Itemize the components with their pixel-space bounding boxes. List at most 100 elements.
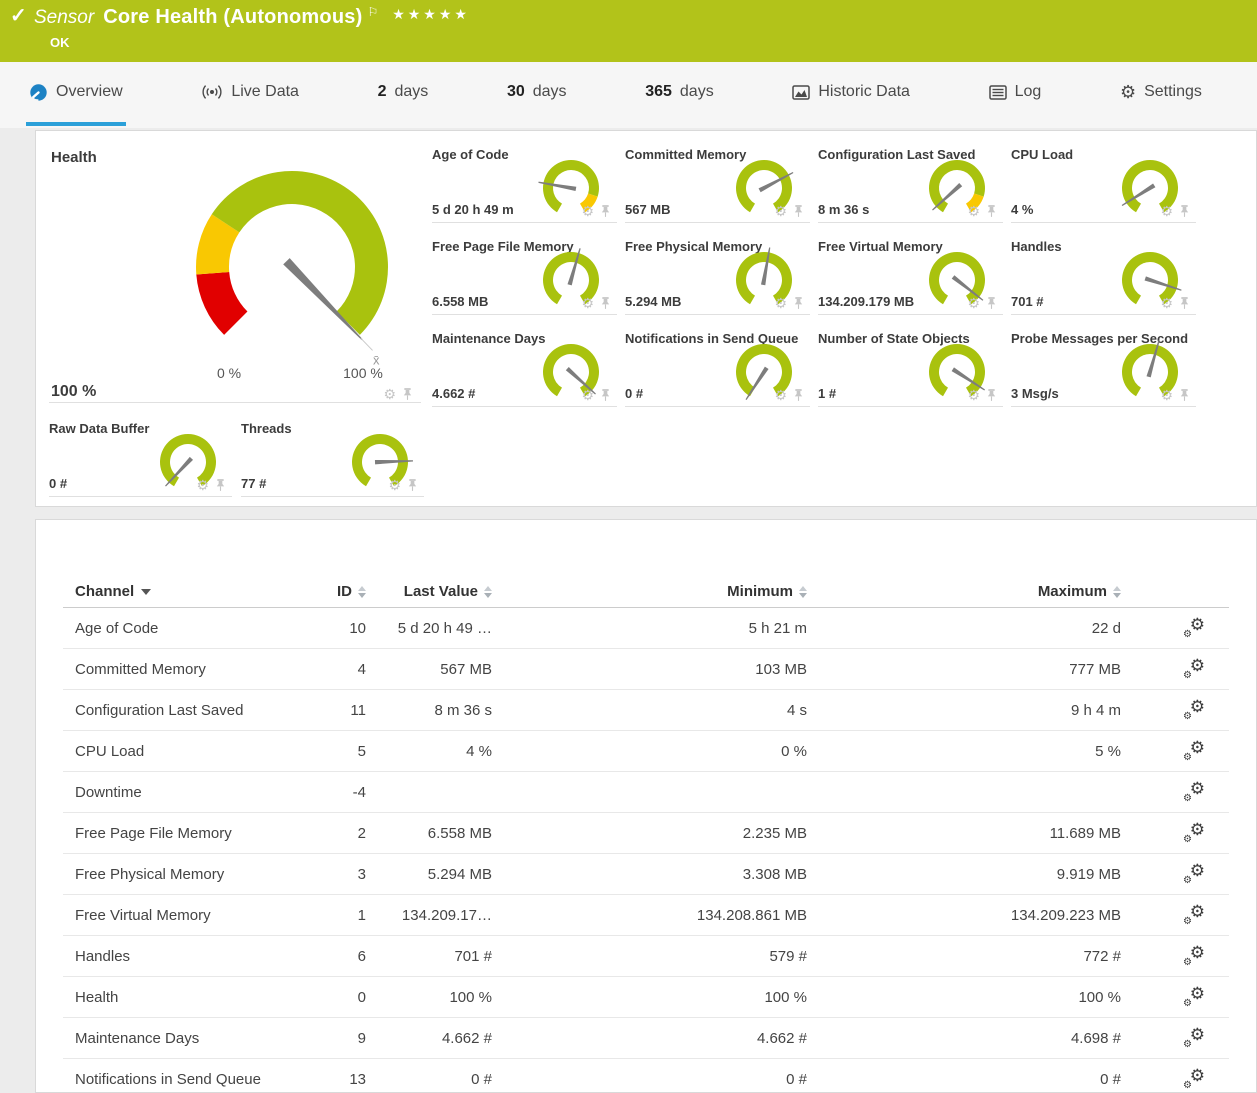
tab-30-days[interactable]: 30 days: [504, 62, 570, 126]
pin-icon[interactable]: [407, 478, 418, 492]
channel-settings-icon[interactable]: ⚙ ⚙: [1183, 942, 1205, 968]
gauge-tile[interactable]: CPU Load 4 % ⚙: [1011, 141, 1196, 223]
gauge-tile[interactable]: Threads 77 # ⚙: [241, 415, 424, 497]
gear-icon[interactable]: ⚙: [1160, 203, 1173, 219]
priority-stars[interactable]: ★★★★★: [392, 6, 470, 22]
channel-name: Notifications in Send Queue: [75, 1070, 261, 1088]
channel-settings-icon[interactable]: ⚙ ⚙: [1183, 901, 1205, 927]
tab-bar: Overview Live Data 2 days 30 days 365 da…: [0, 62, 1257, 128]
gear-icon[interactable]: ⚙: [967, 203, 980, 219]
gauge-tile[interactable]: Raw Data Buffer 0 # ⚙: [49, 415, 232, 497]
column-header-channel[interactable]: Channel: [63, 583, 296, 600]
health-gauge-tile[interactable]: Health x̄ 0 % 100 % 100 % ⚙: [49, 141, 421, 403]
gauge-chart: [352, 434, 413, 487]
channel-minimum: 0 #: [786, 1070, 807, 1088]
gauge-tile[interactable]: Free Page File Memory 6.558 MB ⚙: [432, 233, 617, 315]
gear-icon[interactable]: ⚙: [967, 295, 980, 311]
pin-icon[interactable]: [986, 296, 997, 310]
table-row[interactable]: Configuration Last Saved 11 8 m 36 s 4 s…: [63, 690, 1229, 731]
pin-icon[interactable]: [1179, 204, 1190, 218]
channel-settings-icon[interactable]: ⚙ ⚙: [1183, 983, 1205, 1009]
tab-label: Live Data: [231, 83, 299, 100]
table-row[interactable]: CPU Load 5 4 % 0 % 5 % ⚙ ⚙: [63, 731, 1229, 772]
gear-icon[interactable]: ⚙: [388, 477, 401, 493]
table-row[interactable]: Free Physical Memory 3 5.294 MB 3.308 MB…: [63, 854, 1229, 895]
gauge-value: 100 %: [51, 383, 97, 400]
gear-icon[interactable]: ⚙: [774, 295, 787, 311]
channel-minimum: 3.308 MB: [742, 865, 807, 883]
channel-settings-icon[interactable]: ⚙ ⚙: [1183, 614, 1205, 640]
pin-icon[interactable]: [986, 388, 997, 402]
gauge-value: 701 #: [1011, 294, 1044, 309]
channel-settings-icon[interactable]: ⚙ ⚙: [1183, 819, 1205, 845]
gauge-tile[interactable]: Notifications in Send Queue 0 # ⚙: [625, 325, 810, 407]
tab-settings[interactable]: ⚙ Settings: [1117, 62, 1205, 126]
column-header-minimum[interactable]: Minimum: [492, 583, 807, 600]
gauge-tile[interactable]: Committed Memory 567 MB ⚙: [625, 141, 810, 223]
channel-last-value: 5 d 20 h 49 …: [397, 619, 492, 637]
tab-2-days[interactable]: 2 days: [375, 62, 432, 126]
table-row[interactable]: Notifications in Send Queue 13 0 # 0 # 0…: [63, 1059, 1229, 1092]
table-row[interactable]: Free Virtual Memory 1 134.209.17… 134.20…: [63, 895, 1229, 936]
channel-settings-icon[interactable]: ⚙ ⚙: [1183, 696, 1205, 722]
gear-icon[interactable]: ⚙: [581, 387, 594, 403]
gauge-tile[interactable]: Free Virtual Memory 134.209.179 MB ⚙: [818, 233, 1003, 315]
gear-icon[interactable]: ⚙: [967, 387, 980, 403]
table-row[interactable]: Downtime -4 ⚙ ⚙: [63, 772, 1229, 813]
gear-icon[interactable]: ⚙: [1160, 387, 1173, 403]
pin-icon[interactable]: [402, 387, 413, 401]
gauge-tile[interactable]: Probe Messages per Second 3 Msg/s ⚙: [1011, 325, 1196, 407]
column-header-last-value[interactable]: Last Value: [366, 583, 492, 600]
gear-icon[interactable]: ⚙: [1160, 295, 1173, 311]
channel-settings-icon[interactable]: ⚙ ⚙: [1183, 1024, 1205, 1050]
channel-settings-icon[interactable]: ⚙ ⚙: [1183, 737, 1205, 763]
channel-settings-icon[interactable]: ⚙ ⚙: [1183, 655, 1205, 681]
gauge-tile[interactable]: Number of State Objects 1 # ⚙: [818, 325, 1003, 407]
channel-settings-icon[interactable]: ⚙ ⚙: [1183, 1065, 1205, 1091]
gauge-chart: [543, 344, 599, 397]
tab-historic-data[interactable]: Historic Data: [789, 62, 913, 126]
table-row[interactable]: Maintenance Days 9 4.662 # 4.662 # 4.698…: [63, 1018, 1229, 1059]
gauge-tile[interactable]: Free Physical Memory 5.294 MB ⚙: [625, 233, 810, 315]
column-header-maximum[interactable]: Maximum: [807, 583, 1121, 600]
favorite-flag-icon[interactable]: ⚐: [367, 5, 379, 19]
gear-icon[interactable]: ⚙: [774, 203, 787, 219]
pin-icon[interactable]: [1179, 296, 1190, 310]
gauge-value: 3 Msg/s: [1011, 386, 1059, 401]
tab-number: 30: [506, 83, 525, 100]
column-header-id[interactable]: ID: [296, 583, 366, 600]
pin-icon[interactable]: [600, 388, 611, 402]
gauge-tile[interactable]: Configuration Last Saved 8 m 36 s ⚙: [818, 141, 1003, 223]
table-row[interactable]: Committed Memory 4 567 MB 103 MB 777 MB …: [63, 649, 1229, 690]
gear-icon[interactable]: ⚙: [196, 477, 209, 493]
pin-icon[interactable]: [986, 204, 997, 218]
pin-icon[interactable]: [793, 296, 804, 310]
channel-name: Free Physical Memory: [75, 865, 225, 883]
tab-overview[interactable]: Overview: [26, 62, 126, 126]
table-row[interactable]: Free Page File Memory 2 6.558 MB 2.235 M…: [63, 813, 1229, 854]
gauge-tile[interactable]: Age of Code 5 d 20 h 49 m ⚙: [432, 141, 617, 223]
gear-icon[interactable]: ⚙: [383, 386, 396, 402]
table-row[interactable]: Age of Code 10 5 d 20 h 49 … 5 h 21 m 22…: [63, 608, 1229, 649]
pin-icon[interactable]: [600, 296, 611, 310]
channel-minimum: 100 %: [764, 988, 807, 1006]
gear-icon[interactable]: ⚙: [581, 203, 594, 219]
gear-icon[interactable]: ⚙: [581, 295, 594, 311]
pin-icon[interactable]: [600, 204, 611, 218]
channel-settings-icon[interactable]: ⚙ ⚙: [1183, 860, 1205, 886]
pin-icon[interactable]: [793, 388, 804, 402]
tab-live-data[interactable]: Live Data: [198, 62, 302, 126]
table-row[interactable]: Handles 6 701 # 579 # 772 # ⚙ ⚙: [63, 936, 1229, 977]
sort-icon: [799, 585, 807, 598]
gauge-tile[interactable]: Maintenance Days 4.662 # ⚙: [432, 325, 617, 407]
gauge-tile[interactable]: Handles 701 # ⚙: [1011, 233, 1196, 315]
table-row[interactable]: Health 0 100 % 100 % 100 % ⚙ ⚙: [63, 977, 1229, 1018]
tab-365-days[interactable]: 365 days: [642, 62, 717, 126]
pin-icon[interactable]: [793, 204, 804, 218]
pin-icon[interactable]: [215, 478, 226, 492]
channel-settings-icon[interactable]: ⚙ ⚙: [1183, 778, 1205, 804]
channel-last-value: 4.662 #: [441, 1029, 492, 1047]
gear-icon[interactable]: ⚙: [774, 387, 787, 403]
pin-icon[interactable]: [1179, 388, 1190, 402]
tab-log[interactable]: Log: [986, 62, 1045, 126]
